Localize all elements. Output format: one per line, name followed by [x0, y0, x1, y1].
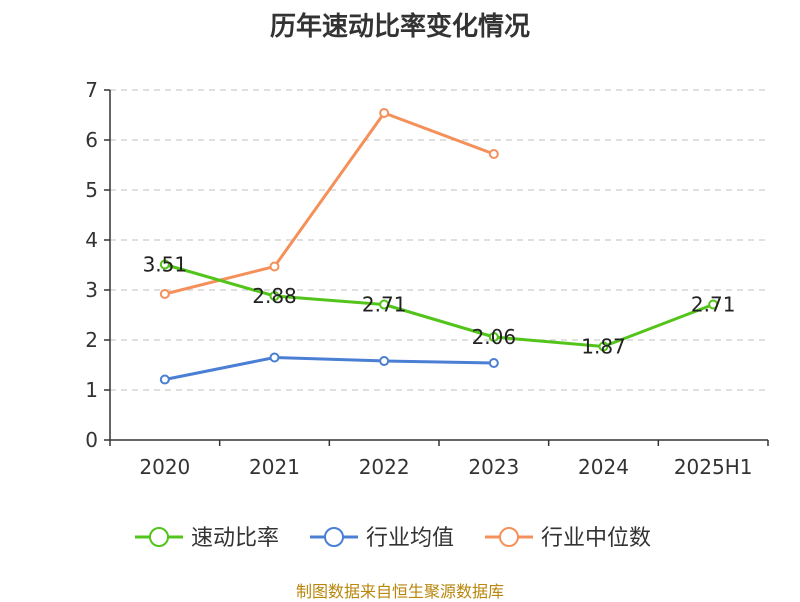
x-tick-label: 2022: [359, 455, 410, 479]
data-point: [159, 289, 170, 299]
chart-title: 历年速动比率变化情况: [269, 12, 530, 42]
data-point: [488, 358, 499, 368]
data-point: [159, 259, 170, 270]
x-tick-label: 2024: [578, 455, 629, 479]
legend-label: 行业均值: [366, 526, 454, 551]
x-tick-label: 2025H1: [674, 455, 753, 479]
data-point: [598, 341, 609, 352]
series-line: [164, 356, 494, 381]
data-point: [379, 299, 390, 310]
legend-marker: [324, 527, 344, 547]
data-point: [708, 299, 719, 310]
source-note: 制图数据来自恒生聚源数据库: [295, 582, 504, 601]
data-label: 2.71: [362, 293, 407, 317]
series-layer: [159, 108, 719, 385]
y-tick-label: 7: [85, 78, 98, 102]
y-tick-label: 6: [85, 128, 98, 152]
y-tick-label: 5: [85, 178, 98, 202]
x-tick-label: 2021: [249, 455, 300, 479]
data-label: 2.71: [691, 293, 736, 317]
legend-marker: [149, 527, 169, 547]
legend-marker: [499, 527, 519, 547]
legend-item[interactable]: 速动比率: [135, 526, 279, 551]
y-tick-label: 0: [85, 428, 98, 452]
data-point: [269, 352, 280, 363]
data-point: [488, 149, 499, 159]
data-point: [159, 374, 170, 385]
x-tick-label: 2020: [139, 455, 190, 479]
data-label: 3.51: [143, 253, 188, 277]
x-axis: 2020 2021 2022 2023 2024 2025H1: [109, 439, 769, 479]
legend-item[interactable]: 行业均值: [310, 526, 454, 551]
data-point: [269, 261, 280, 272]
y-tick-label: 2: [85, 328, 98, 352]
y-tick-label: 3: [85, 278, 98, 302]
data-label: 1.87: [581, 335, 626, 359]
data-labels: 3.51 2.88 2.71 2.06 1.87 2.71: [143, 253, 736, 359]
y-tick-label: 4: [85, 228, 98, 252]
data-label: 2.06: [472, 325, 517, 349]
y-axis: 0 1 2 3 4 5 6 7: [85, 78, 111, 452]
legend-label: 行业中位数: [541, 526, 651, 551]
data-label: 2.88: [252, 284, 297, 308]
data-point: [379, 108, 390, 118]
series-line: [164, 263, 714, 348]
data-point: [269, 291, 280, 301]
data-point: [379, 356, 390, 366]
legend-label: 速动比率: [191, 526, 279, 551]
legend[interactable]: 速动比率 行业均值 行业中位数: [135, 526, 651, 551]
y-tick-label: 1: [85, 378, 98, 402]
legend-item[interactable]: 行业中位数: [485, 526, 651, 551]
data-point: [488, 332, 499, 342]
x-tick-label: 2023: [468, 455, 519, 479]
